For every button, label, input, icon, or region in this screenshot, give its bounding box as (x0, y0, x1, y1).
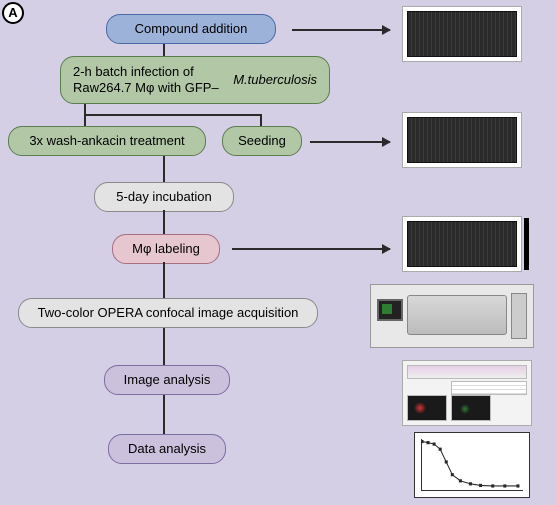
arrow-right (292, 29, 390, 31)
flow-node-dataanalysis: Data analysis (108, 434, 226, 464)
flow-node-opera: Two-color OPERA confocal image acquisiti… (18, 298, 318, 328)
flow-node-incubation: 5-day incubation (94, 182, 234, 212)
arrow-right (310, 141, 390, 143)
flow-connector (260, 114, 262, 126)
flow-node-wash: 3x wash-ankacin treatment (8, 126, 206, 156)
software-screenshot (402, 360, 532, 426)
analysis-chart (414, 432, 530, 498)
flow-connector (163, 156, 165, 182)
flow-connector (163, 328, 165, 365)
flow-connector (163, 210, 165, 234)
flow-node-infection: 2-h batch infection of Raw264.7 Mφ with … (60, 56, 330, 104)
scale-bar (524, 218, 529, 270)
figure-panel: A Compound addition 2-h batch infection o… (0, 0, 557, 505)
flow-node-seeding: Seeding (222, 126, 302, 156)
flow-node-imganalysis: Image analysis (104, 365, 230, 395)
plate-compound (402, 6, 522, 62)
flow-connector (163, 44, 165, 56)
flow-node-compound: Compound addition (106, 14, 276, 44)
flow-branch (84, 114, 260, 116)
flow-connector (163, 395, 165, 434)
flow-connector (163, 262, 165, 298)
arrow-right (232, 248, 390, 250)
plate-labeling (402, 216, 522, 272)
opera-instrument (370, 284, 534, 348)
flow-node-labeling: Mφ labeling (112, 234, 220, 264)
plate-seeding (402, 112, 522, 168)
panel-label: A (2, 2, 24, 24)
